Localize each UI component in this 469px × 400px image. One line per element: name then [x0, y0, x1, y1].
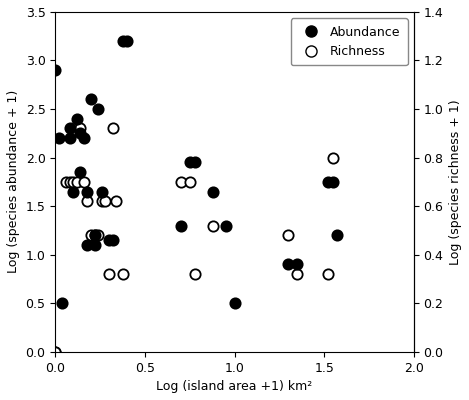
Point [105, 237, 113, 243]
Point [186, 159, 193, 166]
Point [80, 179, 88, 185]
Point [186, 179, 193, 185]
Point [91, 242, 98, 248]
Point [329, 179, 337, 185]
Point [191, 271, 199, 277]
Point [66, 135, 73, 141]
Point [294, 271, 301, 277]
Point [120, 271, 127, 277]
Point [231, 300, 238, 306]
Point [94, 232, 102, 238]
Point [177, 179, 184, 185]
Point [69, 188, 77, 195]
Point [91, 232, 98, 238]
Point [69, 179, 77, 185]
Point [87, 232, 95, 238]
Y-axis label: Log (species richness + 1): Log (species richness + 1) [449, 99, 462, 265]
Point [94, 106, 102, 112]
Point [98, 198, 106, 204]
Point [73, 116, 81, 122]
Point [52, 348, 59, 355]
Point [285, 232, 292, 238]
Point [98, 188, 106, 195]
Point [87, 96, 95, 102]
Point [109, 125, 116, 132]
Point [66, 179, 73, 185]
Point [329, 154, 337, 161]
Point [102, 198, 109, 204]
Legend: Abundance, Richness: Abundance, Richness [291, 18, 408, 66]
Point [84, 242, 91, 248]
Point [123, 38, 131, 44]
Point [66, 125, 73, 132]
Point [113, 198, 120, 204]
Point [120, 38, 127, 44]
Point [52, 67, 59, 74]
Point [191, 159, 199, 166]
Point [324, 179, 332, 185]
Point [177, 222, 184, 229]
Point [80, 135, 88, 141]
Point [91, 232, 98, 238]
Point [76, 169, 84, 175]
Point [294, 261, 301, 268]
Point [84, 188, 91, 195]
Point [52, 348, 59, 355]
Point [209, 188, 217, 195]
Point [105, 271, 113, 277]
Point [59, 300, 66, 306]
Point [62, 179, 70, 185]
X-axis label: Log (island area +1) km²: Log (island area +1) km² [156, 380, 313, 393]
Point [324, 271, 332, 277]
Point [84, 198, 91, 204]
Y-axis label: Log (species abundance + 1): Log (species abundance + 1) [7, 90, 20, 274]
Point [55, 135, 62, 141]
Point [285, 261, 292, 268]
Point [222, 222, 229, 229]
Point [73, 179, 81, 185]
Point [109, 237, 116, 243]
Point [76, 130, 84, 136]
Point [209, 222, 217, 229]
Point [76, 125, 84, 132]
Point [333, 232, 340, 238]
